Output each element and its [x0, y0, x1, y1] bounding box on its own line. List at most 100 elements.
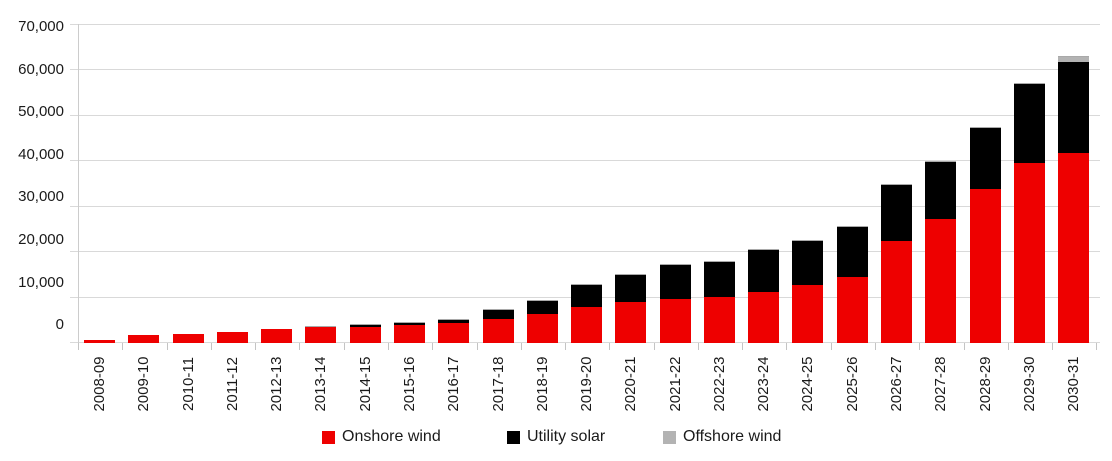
- bar-2012-13[interactable]: [261, 329, 292, 343]
- legend-item-offshore-wind[interactable]: Offshore wind: [663, 428, 781, 446]
- bar-2023-24[interactable]: [748, 249, 779, 343]
- bar-2025-26[interactable]: [837, 226, 868, 343]
- bar-segment-onshore-wind[interactable]: [571, 306, 602, 343]
- bar-segment-onshore-wind[interactable]: [394, 324, 425, 343]
- x-axis-tick: [698, 343, 699, 350]
- gridline: [70, 69, 1100, 70]
- gridline: [70, 206, 1100, 207]
- y-axis-line: [78, 24, 79, 350]
- bar-segment-onshore-wind[interactable]: [748, 292, 779, 343]
- x-axis-tick: [1096, 343, 1097, 350]
- x-axis-tick: [742, 343, 743, 350]
- legend-label-offshore-wind: Offshore wind: [683, 428, 782, 445]
- y-axis-label: 30,000: [18, 188, 64, 205]
- bar-2030-31[interactable]: [1058, 56, 1089, 343]
- bar-segment-utility-solar[interactable]: [837, 226, 868, 278]
- bar-segment-utility-solar[interactable]: [704, 261, 735, 298]
- bar-2026-27[interactable]: [881, 183, 912, 343]
- bar-segment-onshore-wind[interactable]: [1014, 163, 1045, 343]
- bar-segment-utility-solar[interactable]: [1058, 62, 1089, 153]
- x-axis-tick: [432, 343, 433, 350]
- bar-segment-onshore-wind[interactable]: [483, 318, 514, 343]
- bar-segment-onshore-wind[interactable]: [660, 298, 691, 343]
- x-axis-tick: [521, 343, 522, 350]
- bar-segment-onshore-wind[interactable]: [438, 323, 469, 343]
- bar-segment-onshore-wind[interactable]: [84, 340, 115, 343]
- bar-segment-onshore-wind[interactable]: [925, 218, 956, 343]
- x-axis-tick: [255, 343, 256, 350]
- bar-segment-offshore-wind[interactable]: [1058, 56, 1089, 63]
- y-axis-label: 60,000: [18, 61, 64, 78]
- bar-segment-utility-solar[interactable]: [748, 249, 779, 293]
- bar-2018-19[interactable]: [527, 300, 558, 343]
- bar-segment-utility-solar[interactable]: [305, 326, 336, 328]
- bar-segment-onshore-wind[interactable]: [305, 327, 336, 343]
- bar-2013-14[interactable]: [305, 326, 336, 343]
- bar-segment-onshore-wind[interactable]: [1058, 152, 1089, 343]
- bar-segment-onshore-wind[interactable]: [261, 329, 292, 343]
- bar-segment-onshore-wind[interactable]: [173, 334, 204, 343]
- bar-segment-utility-solar[interactable]: [792, 240, 823, 285]
- x-axis-tick: [964, 343, 965, 350]
- bar-segment-utility-solar[interactable]: [881, 183, 912, 241]
- bar-segment-onshore-wind[interactable]: [128, 335, 159, 343]
- bar-segment-utility-solar[interactable]: [970, 127, 1001, 189]
- bar-2029-30[interactable]: [1014, 83, 1045, 343]
- bar-2014-15[interactable]: [350, 324, 381, 343]
- bar-segment-utility-solar[interactable]: [660, 264, 691, 299]
- bar-2008-09[interactable]: [84, 340, 115, 343]
- x-axis-tick: [1008, 343, 1009, 350]
- bar-2019-20[interactable]: [571, 284, 602, 343]
- bar-segment-utility-solar[interactable]: [571, 284, 602, 307]
- legend-item-onshore-wind[interactable]: Onshore wind: [322, 428, 441, 446]
- bar-segment-utility-solar[interactable]: [615, 274, 646, 302]
- bar-2022-23[interactable]: [704, 261, 735, 343]
- gridline: [70, 160, 1100, 161]
- x-axis-tick: [344, 343, 345, 350]
- bar-2024-25[interactable]: [792, 240, 823, 343]
- bar-2021-22[interactable]: [660, 264, 691, 343]
- legend-item-utility-solar[interactable]: Utility solar: [507, 428, 605, 446]
- x-axis-label: 2019-20: [577, 356, 595, 412]
- y-axis-label: 40,000: [18, 146, 64, 163]
- bar-segment-onshore-wind[interactable]: [881, 240, 912, 343]
- x-axis-tick: [211, 343, 212, 350]
- bar-segment-onshore-wind[interactable]: [837, 277, 868, 343]
- bar-segment-onshore-wind[interactable]: [615, 301, 646, 343]
- bar-segment-utility-solar[interactable]: [438, 319, 469, 324]
- x-axis-label: 2026-27: [887, 356, 905, 412]
- bar-segment-onshore-wind[interactable]: [527, 314, 558, 343]
- x-axis-label: 2018-19: [533, 356, 551, 412]
- bar-2015-16[interactable]: [394, 322, 425, 343]
- bar-segment-onshore-wind[interactable]: [350, 327, 381, 343]
- bar-segment-utility-solar[interactable]: [483, 309, 514, 319]
- x-axis-label: 2012-13: [267, 356, 285, 412]
- x-axis-label: 2024-25: [798, 356, 816, 412]
- bar-segment-utility-solar[interactable]: [394, 322, 425, 325]
- legend: Onshore wind Utility solar Offshore wind: [0, 428, 1112, 448]
- bar-2020-21[interactable]: [615, 274, 646, 343]
- bar-segment-utility-solar[interactable]: [925, 161, 956, 219]
- bar-segment-utility-solar[interactable]: [527, 300, 558, 315]
- x-axis-tick: [78, 343, 79, 350]
- x-axis-label: 2029-30: [1020, 356, 1038, 412]
- x-axis-label: 2023-24: [754, 356, 772, 412]
- bar-segment-onshore-wind[interactable]: [217, 332, 248, 343]
- bar-segment-onshore-wind[interactable]: [704, 297, 735, 343]
- bar-2009-10[interactable]: [128, 335, 159, 343]
- x-axis-label: 2025-26: [843, 356, 861, 412]
- x-axis-label: 2013-14: [311, 356, 329, 412]
- bar-segment-utility-solar[interactable]: [350, 324, 381, 328]
- bar-2011-12[interactable]: [217, 332, 248, 343]
- x-axis-label: 2008-09: [90, 356, 108, 412]
- bar-segment-utility-solar[interactable]: [1014, 83, 1045, 164]
- bar-2017-18[interactable]: [483, 309, 514, 343]
- bar-2028-29[interactable]: [970, 127, 1001, 343]
- x-axis-tick: [654, 343, 655, 350]
- bar-segment-onshore-wind[interactable]: [970, 188, 1001, 343]
- x-axis-tick: [919, 343, 920, 350]
- bar-2016-17[interactable]: [438, 319, 469, 343]
- bar-2027-28[interactable]: [925, 161, 956, 343]
- bar-segment-onshore-wind[interactable]: [792, 284, 823, 343]
- bar-2010-11[interactable]: [173, 334, 204, 343]
